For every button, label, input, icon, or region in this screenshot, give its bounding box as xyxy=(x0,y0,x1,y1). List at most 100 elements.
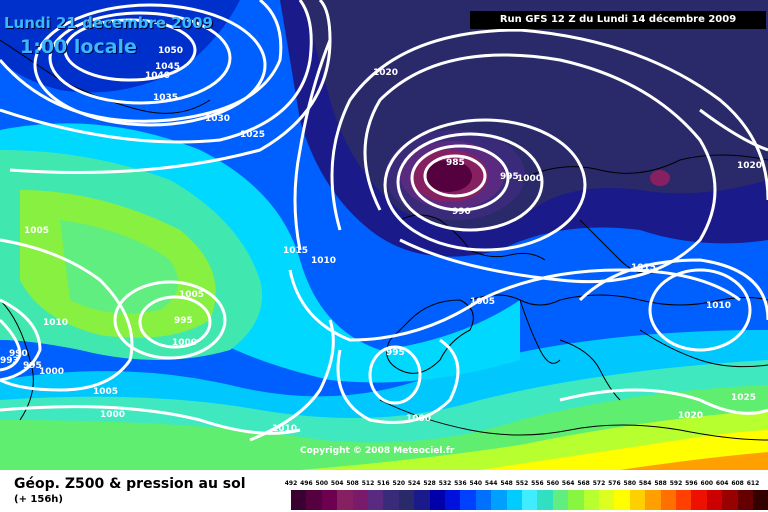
map-subtitle: (+ 156h) xyxy=(14,494,63,505)
legend-label: 564 xyxy=(561,480,575,487)
legend-label: 568 xyxy=(577,480,590,487)
legend-swatch xyxy=(414,490,431,510)
legend-swatch xyxy=(475,490,492,510)
isobar-label: 1010 xyxy=(311,256,337,266)
weather-map: 1050 1045 1040 1035 1030 1025 1020 1015 … xyxy=(0,0,768,470)
isobar-label: 1000 xyxy=(172,338,198,348)
legend-swatch xyxy=(352,490,369,510)
isobar-label: 1035 xyxy=(153,93,179,103)
legend-label: 508 xyxy=(346,480,359,487)
legend-label: 584 xyxy=(638,480,652,487)
legend-label: 512 xyxy=(361,480,375,487)
isobar-label: 995 xyxy=(174,316,193,326)
legend-label: 572 xyxy=(592,480,606,487)
legend-swatch xyxy=(552,490,569,510)
legend-swatch xyxy=(491,490,508,510)
legend-label: 516 xyxy=(377,480,390,487)
legend-swatch xyxy=(599,490,615,510)
legend-swatch xyxy=(522,490,538,510)
legend-swatch xyxy=(629,490,646,510)
isobar-label: 1020 xyxy=(373,68,399,78)
isobar-label: 985 xyxy=(446,158,465,168)
isobar-label: 1025 xyxy=(240,130,266,140)
legend-swatch xyxy=(614,490,631,510)
legend-swatch xyxy=(291,490,307,510)
legend-swatch xyxy=(706,490,723,510)
legend-swatch xyxy=(537,490,554,510)
legend-swatch xyxy=(445,490,461,510)
isobar-label: 1005 xyxy=(93,387,119,397)
legend-swatch xyxy=(753,490,768,510)
legend-label: 588 xyxy=(654,480,667,487)
isobar-label: 990 xyxy=(9,349,28,359)
legend-swatch xyxy=(506,490,523,510)
isobar-label: 1010 xyxy=(272,424,298,434)
legend-label: 556 xyxy=(531,480,544,487)
isobar-label: 1045 xyxy=(155,62,181,72)
isobar-label: 1000 xyxy=(39,367,65,377)
legend-label: 604 xyxy=(715,480,729,487)
legend-label: 532 xyxy=(438,480,452,487)
isobar-label: 1020 xyxy=(678,411,704,421)
legend-swatch xyxy=(337,490,354,510)
legend-label: 548 xyxy=(500,480,513,487)
legend-label: 592 xyxy=(669,480,683,487)
map-title: Géop. Z500 & pression au sol xyxy=(14,476,246,492)
legend-label: 600 xyxy=(700,480,714,487)
isobar-label: 1020 xyxy=(737,161,763,171)
run-info: Run GFS 12 Z du Lundi 14 décembre 2009 xyxy=(470,11,766,29)
isobar-label: 1000 xyxy=(100,410,126,420)
isobar-label: 1010 xyxy=(43,318,69,328)
legend-label: 492 xyxy=(284,480,298,487)
isobar-label: 1000 xyxy=(406,414,432,424)
legend-label: 520 xyxy=(392,480,406,487)
legend-label: 504 xyxy=(330,480,344,487)
isobar-label: 1025 xyxy=(731,393,757,403)
legend-label: 524 xyxy=(407,480,421,487)
legend-swatch xyxy=(460,490,477,510)
isobar-label: 1040 xyxy=(145,71,171,81)
legend-swatch xyxy=(306,490,323,510)
isobar-label: 993 xyxy=(0,356,19,366)
legend-swatch xyxy=(722,490,739,510)
forecast-time: 1:00 locale xyxy=(20,36,137,58)
legend-swatch xyxy=(398,490,415,510)
legend-swatch xyxy=(583,490,600,510)
isobar-label: 1005 xyxy=(179,290,205,300)
legend-swatch xyxy=(321,490,338,510)
isobar-label: 995 xyxy=(500,172,519,182)
legend-swatch xyxy=(645,490,662,510)
isobar-label: 1005 xyxy=(24,226,50,236)
isobar-label: 995 xyxy=(23,361,42,371)
legend-swatch xyxy=(368,490,384,510)
legend-swatch xyxy=(429,490,446,510)
legend-label: 544 xyxy=(484,480,498,487)
isobar-label: 1000 xyxy=(517,174,543,184)
isobar-label: 1030 xyxy=(205,114,231,124)
map-canvas xyxy=(0,0,768,470)
legend-swatch xyxy=(383,490,400,510)
legend-swatch xyxy=(691,490,708,510)
legend-label: 596 xyxy=(685,480,698,487)
isobar-label: 990 xyxy=(452,207,471,217)
forecast-date: Lundi 21 decembre 2009 xyxy=(4,14,213,32)
isobar-label: 1050 xyxy=(158,46,184,56)
legend-label: 576 xyxy=(608,480,621,487)
legend-label: 540 xyxy=(469,480,483,487)
legend-label: 560 xyxy=(546,480,560,487)
copyright: Copyright © 2008 Meteociel.fr xyxy=(300,446,455,456)
legend-label: 496 xyxy=(300,480,313,487)
legend-label: 608 xyxy=(731,480,744,487)
legend-swatch xyxy=(737,490,754,510)
legend-swatch xyxy=(676,490,692,510)
footer: Géop. Z500 & pression au sol (+ 156h) 49… xyxy=(0,470,768,512)
isobar-label: 1005 xyxy=(470,297,496,307)
legend-label: 580 xyxy=(623,480,637,487)
legend-swatch xyxy=(660,490,677,510)
isobar-label: 1015 xyxy=(283,246,309,256)
legend-label: 536 xyxy=(454,480,467,487)
isobar-label: 1010 xyxy=(706,301,732,311)
legend-label: 612 xyxy=(746,480,760,487)
legend-label: 528 xyxy=(423,480,436,487)
isobar-label: 1015 xyxy=(631,263,657,273)
